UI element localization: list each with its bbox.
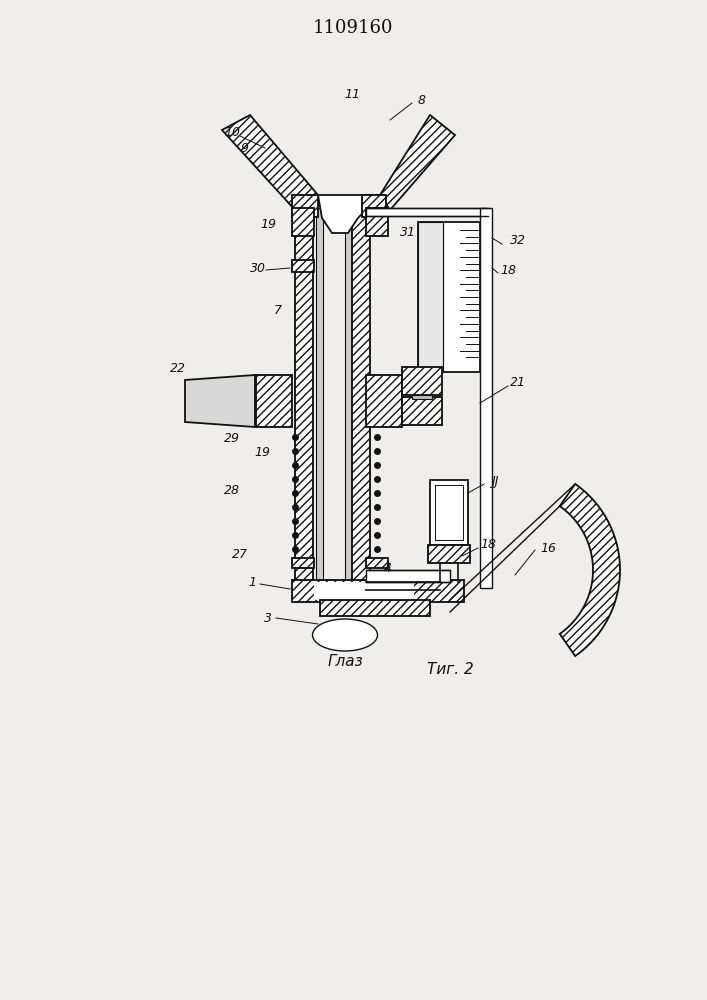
Bar (402, 367, 442, 395)
Ellipse shape (312, 619, 378, 651)
Bar (418, 222, 480, 372)
Bar (295, 208, 313, 590)
Bar (366, 570, 450, 582)
Bar (352, 208, 370, 590)
Bar (428, 545, 470, 563)
Bar (402, 397, 442, 425)
Bar (320, 600, 430, 616)
Text: 9: 9 (240, 142, 248, 155)
Bar (366, 558, 388, 568)
Bar (314, 582, 414, 600)
Text: 22: 22 (170, 361, 186, 374)
Bar (366, 558, 388, 568)
Bar (256, 375, 292, 427)
Text: 29: 29 (224, 432, 240, 444)
Text: 4: 4 (384, 562, 392, 574)
Bar (256, 375, 292, 427)
Text: 27: 27 (232, 548, 248, 562)
Polygon shape (318, 195, 380, 233)
Bar (480, 208, 492, 588)
Bar (412, 395, 432, 399)
Bar (292, 558, 314, 568)
Bar (292, 208, 314, 236)
Text: 19: 19 (254, 446, 270, 460)
Bar (366, 208, 388, 236)
Bar (316, 208, 323, 590)
Bar (292, 260, 314, 272)
Bar (418, 222, 443, 372)
Text: 1: 1 (248, 576, 256, 588)
Bar (320, 600, 430, 616)
Text: Глаз: Глаз (327, 654, 363, 670)
Bar (292, 195, 318, 217)
Text: 7: 7 (274, 304, 282, 316)
Text: 11: 11 (344, 89, 360, 102)
Text: 18: 18 (480, 538, 496, 552)
Text: JJ: JJ (491, 476, 498, 488)
Bar (366, 375, 402, 427)
Text: 8: 8 (418, 94, 426, 106)
Bar (295, 208, 313, 590)
Text: 18: 18 (500, 263, 516, 276)
Bar (292, 580, 464, 602)
Text: 10: 10 (224, 126, 240, 139)
Bar (428, 545, 470, 563)
Polygon shape (560, 484, 620, 656)
Text: 19: 19 (260, 219, 276, 232)
Bar (292, 208, 314, 236)
Bar (366, 375, 402, 427)
Text: 32: 32 (510, 233, 526, 246)
Polygon shape (380, 115, 455, 210)
Text: Τиг. 2: Τиг. 2 (426, 662, 474, 678)
Text: 3: 3 (264, 611, 272, 624)
Bar (292, 558, 314, 568)
Polygon shape (185, 375, 255, 427)
Bar (402, 397, 442, 425)
Text: 21: 21 (510, 375, 526, 388)
Polygon shape (222, 115, 318, 210)
Text: 16: 16 (540, 542, 556, 554)
Text: 30: 30 (250, 261, 266, 274)
Bar (402, 367, 442, 395)
Bar (292, 260, 314, 272)
Bar (366, 208, 486, 216)
Text: 31: 31 (400, 226, 416, 238)
Text: 28: 28 (224, 484, 240, 496)
Bar (292, 580, 464, 602)
Bar (352, 208, 370, 590)
Bar (366, 208, 388, 236)
Bar (292, 195, 318, 217)
Bar (362, 195, 386, 217)
Bar (345, 208, 352, 590)
Text: 1109160: 1109160 (312, 19, 393, 37)
Bar (362, 195, 386, 217)
Bar (430, 480, 468, 545)
